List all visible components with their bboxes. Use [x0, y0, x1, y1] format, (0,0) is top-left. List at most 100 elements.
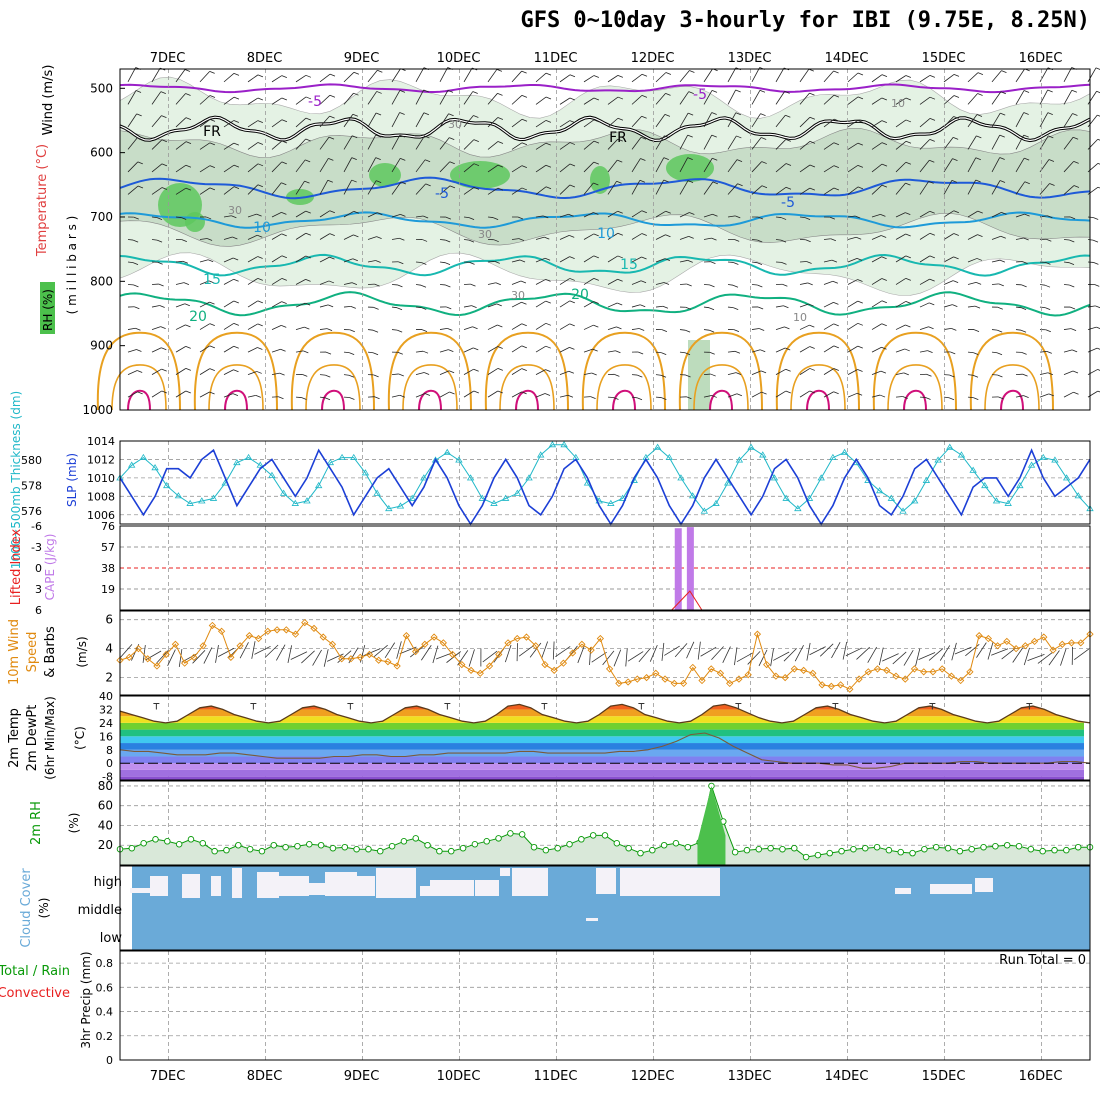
wind-barb [655, 282, 665, 285]
cape-left-tick: 3 [35, 583, 42, 596]
wind-barb [1063, 391, 1074, 398]
wind-barb [415, 183, 426, 195]
wind10m-speed-point [1012, 645, 1020, 653]
wind-barb [559, 142, 571, 150]
wind-barb [295, 117, 307, 128]
wind10m-speed-point [920, 668, 928, 676]
cloud-level-high: high [94, 875, 122, 890]
rh2m-line-point [306, 840, 313, 848]
wind-barb-flag [281, 97, 288, 101]
wind-barb-flag [734, 350, 741, 354]
wind-barb [559, 163, 571, 173]
wind10m-barb [809, 646, 826, 656]
date-label-bottom: 13DEC [728, 1069, 772, 1084]
wind10m-ylabel-b: Speed [25, 632, 40, 673]
wind-barb [607, 326, 617, 330]
wind10m-speed-point [975, 631, 983, 640]
wind-barb [127, 67, 137, 83]
rh2m-line-point [578, 836, 585, 843]
wind10m-speed-point [957, 676, 965, 685]
rh2m-line-point [731, 848, 739, 856]
wind10m-barb [831, 642, 841, 659]
wind-barb [607, 232, 619, 240]
rh2m-line-point [649, 846, 656, 854]
wind10m-speed-point [726, 679, 734, 688]
isotherm-25 [484, 331, 569, 411]
wind-barb [751, 113, 761, 128]
wind10m-speed-point [781, 673, 789, 682]
thickness-series-point [244, 453, 253, 460]
wind-barb-flag [617, 159, 623, 163]
wind-barb-flag [784, 326, 790, 330]
wind-barb-flag [929, 159, 935, 163]
temp-max-marker [832, 703, 839, 710]
wind-barb [1015, 134, 1025, 150]
temp-color-band [120, 696, 1084, 703]
wind-barb [415, 284, 422, 286]
wind-barb-flag [160, 91, 166, 95]
wind10m-speed-point [384, 658, 392, 666]
wind-barb-flag [857, 142, 863, 146]
wind-barb [991, 211, 1002, 218]
wind-barb [847, 236, 857, 240]
wind-barb [919, 181, 929, 195]
wind-barb [439, 391, 450, 398]
wind10m-barb [287, 645, 293, 664]
wind-barb [871, 346, 882, 353]
wind-barb-flag [711, 395, 717, 398]
thickness-series-point [712, 499, 720, 506]
wind-barb [583, 301, 594, 308]
wind-barb [679, 259, 688, 263]
wind-barb [319, 304, 329, 308]
rh2m-line-point [1003, 841, 1011, 849]
wind-barb [1087, 91, 1097, 105]
temp-max-marker [250, 703, 257, 710]
wind-barb [199, 323, 210, 330]
rh2m-line-point [211, 847, 218, 855]
date-label-top: 7DEC [150, 51, 186, 66]
wind-barb [703, 134, 713, 150]
thickness-series-point [478, 494, 486, 501]
wind-barb [175, 368, 187, 375]
wind-barb-flag [711, 112, 717, 115]
wind-barb-flag [996, 352, 1003, 356]
wind-barb [415, 215, 424, 218]
wind-barb [487, 216, 494, 218]
temp-max-marker [929, 703, 936, 710]
wind-barb [415, 112, 425, 128]
wind10m-barb [337, 650, 352, 663]
rh2m-line-point [187, 836, 195, 843]
wind-barb-flag [257, 347, 263, 350]
wind10m-barb [167, 649, 176, 666]
wind-barb [511, 391, 522, 398]
wind10m-barb [254, 645, 271, 655]
wind-barb [247, 323, 258, 330]
wind-barb-flag [233, 278, 239, 282]
wind-barb [271, 348, 281, 353]
wind-barb-flag [976, 258, 983, 261]
wind-barb-flag [999, 259, 1006, 263]
wind-barb-flag [785, 186, 792, 190]
wind-barb-flag [617, 255, 623, 259]
wind-barb [655, 374, 662, 376]
wind-barb-flag [424, 159, 431, 163]
isotherm-label: 10 [597, 226, 615, 242]
wind-barb-flag [305, 232, 311, 236]
date-label-top: 12DEC [631, 51, 675, 66]
thickness-series-point [1004, 499, 1012, 506]
wind-barb-flag [185, 390, 191, 394]
wind-barb-flag [1047, 112, 1053, 116]
rh2m-line-point [495, 835, 502, 842]
wind-barb [727, 393, 738, 398]
wind10m-barb [541, 641, 549, 659]
wind10m-barb [312, 649, 322, 666]
rh2m-line-point [873, 843, 881, 851]
wind-barb [343, 210, 354, 218]
pressure-left-tick: 576 [21, 505, 42, 518]
wind-barb-flag [305, 159, 311, 163]
wind-barb [175, 390, 187, 398]
wind-barb [511, 187, 523, 195]
wind10m-speed-point [513, 634, 521, 643]
temp2m-ylabel-c: (6hr Min/Max) [43, 696, 57, 780]
cloud-gap [232, 868, 242, 898]
